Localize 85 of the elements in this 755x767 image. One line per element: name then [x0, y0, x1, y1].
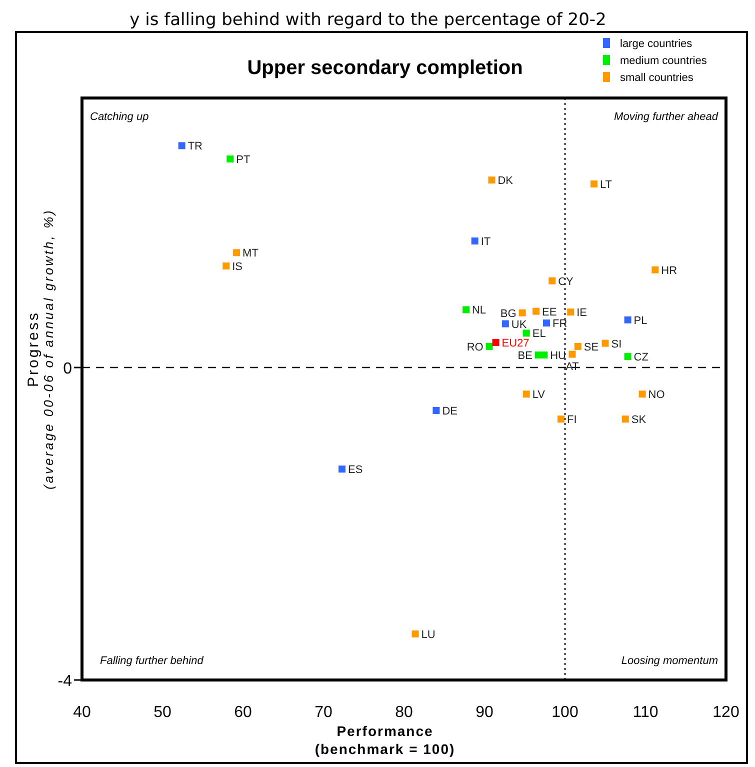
annotation: LV	[532, 389, 546, 402]
annotation: ES	[348, 464, 363, 476]
point	[602, 340, 609, 347]
annotation: DK	[498, 175, 514, 188]
point	[568, 350, 576, 358]
point	[178, 142, 186, 150]
x-tick-label: 90	[476, 704, 494, 721]
x-tick-label: 50	[154, 704, 172, 721]
point	[226, 155, 234, 162]
y-tick-label: 0	[63, 360, 72, 378]
annotation: BE	[518, 350, 532, 362]
annotation: LT	[600, 178, 612, 191]
annotation: EL	[532, 328, 546, 340]
legend-label: large countries	[620, 38, 693, 50]
point	[502, 320, 509, 328]
annotation: PL	[634, 314, 648, 327]
y-axis-title: Progress (average 00-06 of annual growth, %)	[25, 208, 56, 490]
point	[574, 342, 582, 350]
series-label: EU27	[502, 338, 530, 350]
annotation: IS	[232, 260, 242, 273]
point	[222, 262, 230, 270]
legend-label: small countries	[620, 72, 694, 84]
point	[534, 352, 542, 359]
point	[542, 319, 550, 326]
annotation: BG	[500, 308, 516, 320]
x-tick-label: 40	[73, 704, 91, 721]
annotation: FR	[552, 318, 568, 330]
point	[557, 416, 564, 423]
annotation: IT	[480, 236, 491, 248]
point	[488, 176, 496, 184]
annotation: Moving further ahead	[614, 111, 719, 123]
annotation: AT	[566, 361, 580, 374]
annotation: PT	[236, 154, 250, 166]
annotation: SI	[611, 338, 622, 350]
point	[532, 308, 540, 315]
point	[518, 309, 526, 316]
x-axis-title: Performance (benchmark = 100)	[314, 723, 456, 757]
point	[492, 339, 500, 346]
x-tick-label: 110	[632, 704, 658, 721]
point	[567, 308, 574, 316]
annotation: NL	[472, 304, 486, 317]
annotation: RO	[466, 341, 484, 354]
point	[624, 353, 632, 360]
annotation: Loosing momentum	[621, 655, 718, 667]
point	[522, 330, 530, 337]
annotation: NO	[648, 389, 666, 402]
point	[622, 416, 629, 423]
annotation: CY	[558, 276, 574, 288]
legend-label: medium countries	[620, 55, 708, 67]
annotation: LU	[421, 628, 436, 641]
point	[471, 237, 478, 244]
chart-title: Upper secondary completion	[247, 57, 523, 79]
point	[462, 306, 470, 314]
annotation: HU	[550, 350, 566, 362]
point	[233, 249, 240, 256]
point	[412, 630, 419, 638]
x-tick-label: 70	[314, 704, 332, 721]
point	[624, 316, 632, 324]
annotation: Catching up	[90, 111, 149, 123]
annotation: SE	[584, 341, 599, 354]
point	[548, 277, 556, 284]
annotation: EE	[542, 306, 557, 318]
point	[338, 466, 346, 473]
annotation: UK	[511, 318, 528, 331]
annotation: SK	[631, 414, 647, 426]
annotation: MT	[242, 248, 259, 260]
annotation: CZ	[634, 352, 649, 364]
x-tick-label: 80	[395, 704, 413, 721]
annotation: HR	[661, 264, 678, 277]
annotation: TR	[188, 140, 203, 153]
point	[522, 390, 530, 398]
annotation: DE	[442, 405, 458, 418]
annotation: FI	[566, 414, 577, 426]
annotation: Falling further behind	[100, 655, 204, 667]
point	[638, 390, 646, 398]
annotation: IE	[576, 307, 588, 320]
point	[652, 266, 659, 274]
y-tick-label: -4	[58, 673, 72, 690]
point	[486, 342, 493, 350]
x-tick-label: 100	[552, 704, 578, 721]
point	[590, 180, 598, 188]
x-tick-label: 60	[234, 704, 252, 721]
point	[432, 406, 440, 414]
text: y is falling behind with regard to the percentage of 20-2	[130, 10, 606, 30]
x-tick-label: 120	[712, 704, 740, 721]
